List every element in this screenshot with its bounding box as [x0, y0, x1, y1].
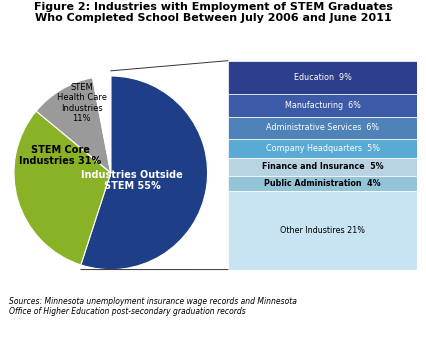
Text: Sources: Minnesota unemployment insurance wage records and Minnesota
Office of H: Sources: Minnesota unemployment insuranc…: [9, 297, 296, 316]
Bar: [228, 176, 417, 191]
Bar: [228, 139, 417, 158]
Text: Public Administration  4%: Public Administration 4%: [265, 179, 381, 188]
Text: Manufacturing  6%: Manufacturing 6%: [285, 101, 361, 110]
Text: Finance and Insurance  5%: Finance and Insurance 5%: [262, 162, 383, 172]
Wedge shape: [81, 76, 207, 270]
Wedge shape: [36, 78, 111, 173]
Bar: [228, 94, 417, 117]
Text: Figure 2: Industries with Employment of STEM Graduates
Who Completed School Betw: Figure 2: Industries with Employment of …: [34, 2, 392, 23]
Bar: [228, 191, 417, 270]
Bar: [228, 158, 417, 176]
Text: Industries Outside
STEM 55%: Industries Outside STEM 55%: [81, 170, 183, 191]
Wedge shape: [14, 111, 111, 265]
Text: Company Headquarters  5%: Company Headquarters 5%: [266, 144, 380, 153]
Wedge shape: [92, 76, 111, 173]
Bar: [228, 61, 417, 94]
Text: Other Industires 21%: Other Industires 21%: [280, 226, 365, 235]
Bar: [228, 117, 417, 139]
Text: STEM
Health Care
Industries
11%: STEM Health Care Industries 11%: [57, 83, 107, 123]
Text: STEM Core
Industries 31%: STEM Core Industries 31%: [19, 145, 101, 166]
Text: Education  9%: Education 9%: [294, 73, 351, 82]
Text: Administrative Services  6%: Administrative Services 6%: [266, 123, 379, 132]
